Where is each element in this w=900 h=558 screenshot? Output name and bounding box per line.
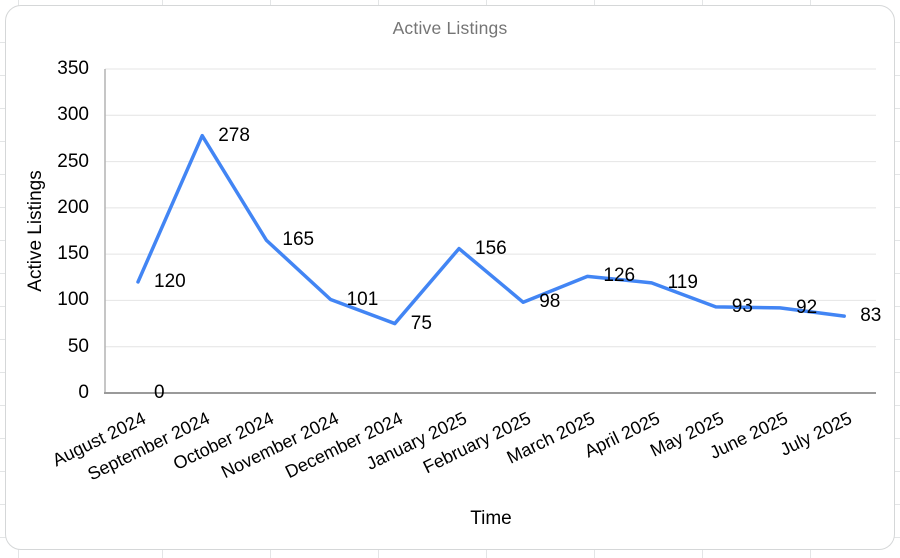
data-point-label: 83 — [860, 305, 882, 327]
y-tick-label: 150 — [57, 243, 89, 265]
y-axis-title: Active Listings — [25, 170, 46, 292]
chart-title: Active Listings — [392, 18, 508, 38]
data-point-label: 156 — [475, 237, 507, 259]
series-line — [136, 133, 846, 326]
data-point-label: 126 — [603, 265, 636, 287]
y-tick-label: 0 — [78, 382, 89, 403]
data-point-label: 98 — [539, 291, 561, 313]
data-point-label: 120 — [154, 270, 186, 292]
data-point-label: 119 — [667, 271, 698, 293]
y-tick-label: 300 — [57, 104, 89, 126]
y-tick-label: 100 — [57, 289, 89, 311]
y-tick-label: 350 — [57, 58, 89, 79]
data-point-label: 75 — [410, 312, 432, 334]
data-point-label: 93 — [731, 295, 753, 317]
data-point-label: 0 — [154, 382, 165, 403]
chart-card[interactable]: Active Listings 0 50 100 150 200 250 300 350 Au… — [5, 5, 895, 550]
y-tick-label: 200 — [57, 196, 89, 218]
line-chart-plot — [104, 68, 876, 394]
y-tick-label: 50 — [67, 335, 89, 357]
data-point-label: 92 — [796, 296, 818, 318]
data-point-label: 278 — [218, 124, 250, 146]
y-tick-label: 250 — [57, 150, 89, 172]
data-point-label: 101 — [346, 288, 379, 310]
x-axis-title: Time — [470, 508, 512, 529]
data-point-label: 165 — [282, 229, 315, 251]
